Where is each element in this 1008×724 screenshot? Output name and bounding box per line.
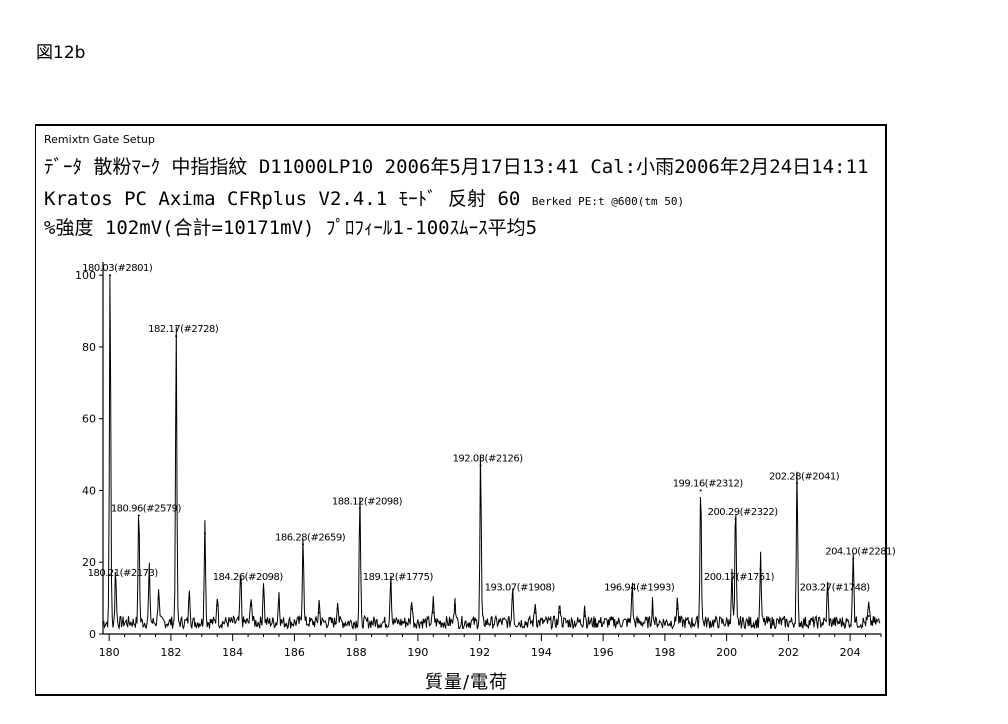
peak-label: 193.07(#1908) bbox=[485, 583, 556, 594]
peak-point bbox=[115, 579, 117, 581]
peak-point bbox=[250, 604, 252, 606]
peak-label: 200.29(#2322) bbox=[708, 507, 779, 518]
peak-label: 184.26(#2098) bbox=[213, 572, 284, 583]
peak-point bbox=[559, 611, 561, 613]
peak-point bbox=[480, 464, 482, 466]
peak-point bbox=[868, 615, 870, 617]
peak-label: 189.12(#1775) bbox=[363, 572, 434, 583]
peak-point bbox=[158, 597, 160, 599]
peak-label: 180.96(#2579) bbox=[111, 504, 182, 515]
x-tick-label: 182 bbox=[160, 646, 181, 659]
peak-label: 186.28(#2659) bbox=[275, 532, 346, 543]
peak-point bbox=[852, 558, 854, 560]
peak-label: 192.03(#2126) bbox=[453, 453, 524, 464]
peak-point bbox=[359, 507, 361, 509]
peak-label: 196.94(#1993) bbox=[604, 583, 675, 594]
peak-point bbox=[534, 611, 536, 613]
peak-point bbox=[731, 583, 733, 585]
peak-label: 199.16(#2312) bbox=[673, 478, 744, 489]
peak-point bbox=[188, 597, 190, 599]
x-tick-label: 202 bbox=[778, 646, 799, 659]
peak-point bbox=[240, 583, 242, 585]
peak-label: 188.12(#2098) bbox=[332, 496, 403, 507]
peak-point bbox=[138, 515, 140, 517]
peak-point bbox=[216, 604, 218, 606]
peak-point bbox=[827, 594, 829, 596]
x-tick-label: 200 bbox=[716, 646, 737, 659]
peak-label: 203.27(#1748) bbox=[800, 583, 871, 594]
peak-point bbox=[796, 482, 798, 484]
x-tick-label: 192 bbox=[469, 646, 490, 659]
x-tick-label: 180 bbox=[99, 646, 120, 659]
peak-point bbox=[760, 568, 762, 570]
peak-point bbox=[390, 583, 392, 585]
x-tick-label: 198 bbox=[654, 646, 675, 659]
peak-point bbox=[652, 611, 654, 613]
peak-label: 182.17(#2728) bbox=[148, 324, 219, 335]
peak-label: 180.03(#2801) bbox=[82, 263, 153, 274]
peak-point bbox=[584, 615, 586, 617]
peak-point bbox=[148, 579, 150, 581]
peak-point bbox=[337, 608, 339, 610]
peak-label: 200.17(#1751) bbox=[704, 572, 775, 583]
peak-point bbox=[204, 533, 206, 535]
peak-point bbox=[700, 489, 702, 491]
peak-point bbox=[735, 518, 737, 520]
peak-point bbox=[432, 611, 434, 613]
peak-point bbox=[263, 590, 265, 592]
peak-point bbox=[278, 601, 280, 603]
peak-point bbox=[411, 608, 413, 610]
peak-point bbox=[512, 594, 514, 596]
y-tick-label: 0 bbox=[89, 628, 96, 641]
x-tick-label: 194 bbox=[531, 646, 552, 659]
y-tick-label: 40 bbox=[82, 484, 96, 497]
peak-point bbox=[109, 274, 111, 276]
x-tick-label: 188 bbox=[346, 646, 367, 659]
peak-point bbox=[302, 543, 304, 545]
y-tick-label: 60 bbox=[82, 413, 96, 426]
peak-point bbox=[676, 608, 678, 610]
x-tick-label: 196 bbox=[593, 646, 614, 659]
x-axis-label: 質量/電荷 bbox=[425, 668, 508, 694]
peak-label: 204.10(#2281) bbox=[825, 547, 896, 558]
x-tick-label: 186 bbox=[284, 646, 305, 659]
x-tick-label: 184 bbox=[222, 646, 243, 659]
y-tick-label: 80 bbox=[82, 341, 96, 354]
peak-label: 202.28(#2041) bbox=[769, 471, 840, 482]
peak-point bbox=[631, 594, 633, 596]
peak-point bbox=[175, 335, 177, 337]
x-tick-label: 204 bbox=[840, 646, 861, 659]
peak-label: 180.21(#2173) bbox=[88, 568, 159, 579]
peak-point bbox=[454, 604, 456, 606]
x-tick-label: 190 bbox=[407, 646, 428, 659]
peak-point bbox=[318, 611, 320, 613]
